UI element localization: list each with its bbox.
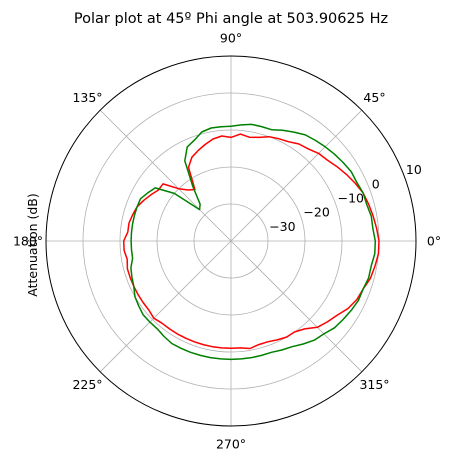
theta-tick-label: 225° — [72, 377, 102, 392]
y-axis-label: Attenuation (dB) — [25, 193, 40, 297]
r-tick-labels: −30 −20 −10 0 10 — [269, 162, 422, 234]
theta-tick-label: 180° — [13, 234, 43, 249]
theta-grid-line — [99, 240, 232, 373]
theta-tick-label: 90° — [220, 31, 242, 46]
r-tick-label: −10 — [338, 191, 364, 206]
theta-tick-label: 135° — [72, 90, 102, 105]
polar-grid — [46, 56, 416, 426]
chart-title: Polar plot at 45º Phi angle at 503.90625… — [74, 11, 388, 27]
theta-grid-line — [230, 240, 363, 373]
plot-series — [122, 123, 380, 361]
theta-grid-line — [230, 109, 363, 242]
theta-tick-label: 315° — [359, 377, 389, 392]
r-tick-label: −20 — [303, 205, 329, 220]
series-line-2 — [130, 123, 377, 361]
polar-outer-frame — [45, 55, 417, 427]
theta-tick-labels: 0° 45° 90° 135° 180° 225° 270° 315° — [13, 31, 441, 452]
theta-tick-label: 270° — [216, 437, 246, 452]
series-line-1 — [122, 133, 380, 350]
r-tick-label: −30 — [269, 219, 295, 234]
theta-grid-line — [99, 109, 232, 242]
theta-tick-label: 45° — [363, 90, 385, 105]
r-tick-label: 10 — [406, 162, 422, 177]
r-tick-label: 0 — [372, 176, 380, 191]
theta-tick-label: 0° — [427, 234, 441, 249]
